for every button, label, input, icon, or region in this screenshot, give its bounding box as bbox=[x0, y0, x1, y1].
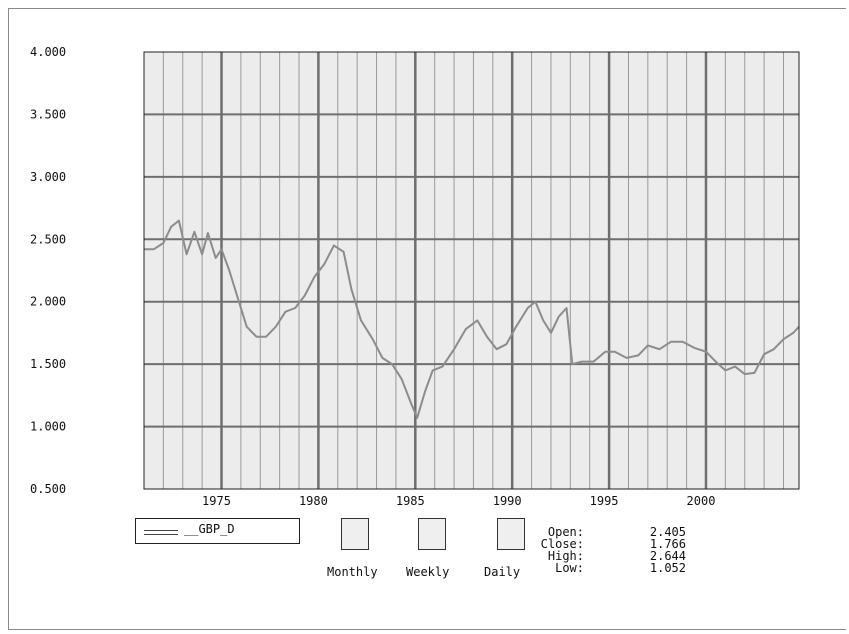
open-value: 2.405 bbox=[649, 525, 686, 539]
x-tick-label: 1975 bbox=[202, 494, 231, 508]
x-tick-label: 2000 bbox=[687, 494, 716, 508]
low-label: Low: bbox=[555, 561, 584, 575]
close-value: 1.766 bbox=[649, 537, 686, 551]
plot-area bbox=[143, 51, 800, 490]
high-label: High: bbox=[547, 549, 584, 563]
legend: __GBP_D bbox=[135, 518, 300, 544]
plot-border bbox=[143, 51, 800, 490]
major-gridlines bbox=[144, 52, 799, 489]
low-value: 1.052 bbox=[649, 561, 686, 575]
x-tick-label: 1990 bbox=[493, 494, 522, 508]
y-tick-label: 3.000 bbox=[30, 170, 66, 184]
x-tick-label: 1995 bbox=[590, 494, 619, 508]
x-axis-ticks: 1975 1980 1985 1990 1995 2000 bbox=[202, 494, 715, 508]
monthly-label: Monthly bbox=[327, 565, 378, 579]
daily-button[interactable] bbox=[497, 518, 525, 550]
x-tick-label: 1985 bbox=[396, 494, 425, 508]
close-label: Close: bbox=[540, 537, 584, 551]
daily-label: Daily bbox=[484, 565, 521, 579]
y-tick-label: 3.500 bbox=[30, 107, 66, 121]
chart-panel bbox=[8, 8, 846, 630]
y-tick-label: 4.000 bbox=[30, 45, 66, 59]
open-label: Open: bbox=[547, 525, 584, 539]
weekly-label: Weekly bbox=[406, 565, 450, 579]
y-axis-ticks: 4.000 3.500 3.000 2.500 2.000 1.500 1.000 0.500 bbox=[30, 45, 66, 496]
y-tick-label: 1.000 bbox=[30, 420, 66, 434]
y-tick-label: 1.500 bbox=[30, 357, 66, 371]
series-line-gbp bbox=[144, 219, 800, 419]
high-value: 2.644 bbox=[649, 549, 686, 563]
y-tick-label: 2.500 bbox=[30, 232, 66, 246]
minor-gridlines bbox=[143, 52, 784, 489]
y-tick-label: 0.500 bbox=[30, 482, 66, 496]
weekly-button[interactable] bbox=[418, 518, 446, 550]
legend-label: __GBP_D bbox=[184, 522, 235, 536]
monthly-button[interactable] bbox=[341, 518, 369, 550]
y-tick-label: 2.000 bbox=[30, 295, 66, 309]
legend-line-swatch bbox=[144, 530, 178, 535]
x-tick-label: 1980 bbox=[299, 494, 328, 508]
